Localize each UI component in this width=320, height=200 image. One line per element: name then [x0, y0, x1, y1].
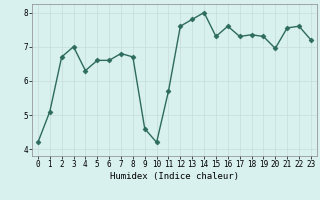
- X-axis label: Humidex (Indice chaleur): Humidex (Indice chaleur): [110, 172, 239, 181]
